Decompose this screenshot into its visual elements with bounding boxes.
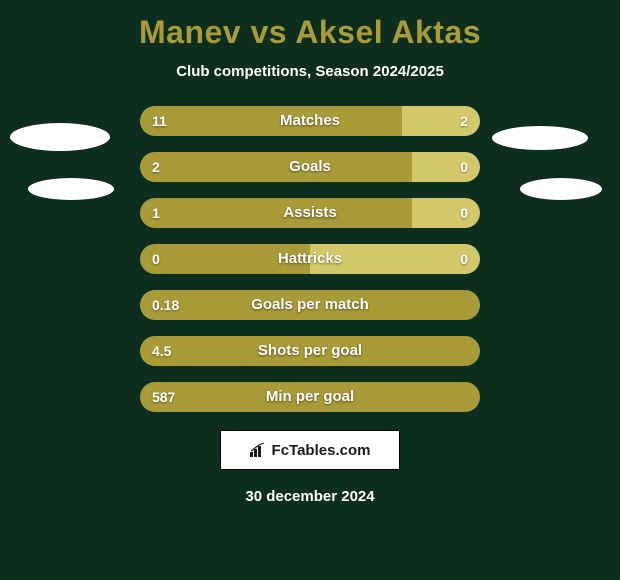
chart-icon [250,443,266,457]
stat-row: 0.18Goals per match [0,290,620,320]
value-left: 587 [152,382,175,412]
bar-track: 112Matches [140,106,480,136]
logo-box[interactable]: FcTables.com [220,430,400,470]
bar-left [140,152,412,182]
bar-left [140,382,480,412]
subtitle: Club competitions, Season 2024/2025 [0,63,620,80]
value-left: 0 [152,244,160,274]
stat-row: 587Min per goal [0,382,620,412]
bar-track: 0.18Goals per match [140,290,480,320]
value-right: 0 [460,152,468,182]
value-right: 0 [460,198,468,228]
stat-row: 4.5Shots per goal [0,336,620,366]
value-left: 1 [152,198,160,228]
bar-left [140,244,310,274]
photo-ellipse [492,126,588,150]
bar-left [140,198,412,228]
bar-track: 20Goals [140,152,480,182]
bar-track: 10Assists [140,198,480,228]
photo-ellipse [28,178,114,200]
bar-right [402,106,480,136]
stat-row: 00Hattricks [0,244,620,274]
bar-track: 587Min per goal [140,382,480,412]
value-left: 4.5 [152,336,171,366]
bar-track: 4.5Shots per goal [140,336,480,366]
page-title: Manev vs Aksel Aktas [0,0,620,51]
value-left: 0.18 [152,290,179,320]
bar-track: 00Hattricks [140,244,480,274]
value-left: 11 [152,106,167,136]
bar-left [140,106,402,136]
bar-right [412,152,480,182]
photo-ellipse [10,123,110,151]
stat-row: 20Goals [0,152,620,182]
value-right: 2 [460,106,468,136]
stats-container: 112Matches20Goals10Assists00Hattricks0.1… [0,106,620,412]
photo-ellipse [520,178,602,200]
bar-left [140,336,480,366]
date-text: 30 december 2024 [0,488,620,505]
bar-left [140,290,480,320]
logo-text: FcTables.com [272,442,371,459]
stat-row: 10Assists [0,198,620,228]
bar-right [310,244,480,274]
value-right: 0 [460,244,468,274]
value-left: 2 [152,152,160,182]
bar-right [412,198,480,228]
